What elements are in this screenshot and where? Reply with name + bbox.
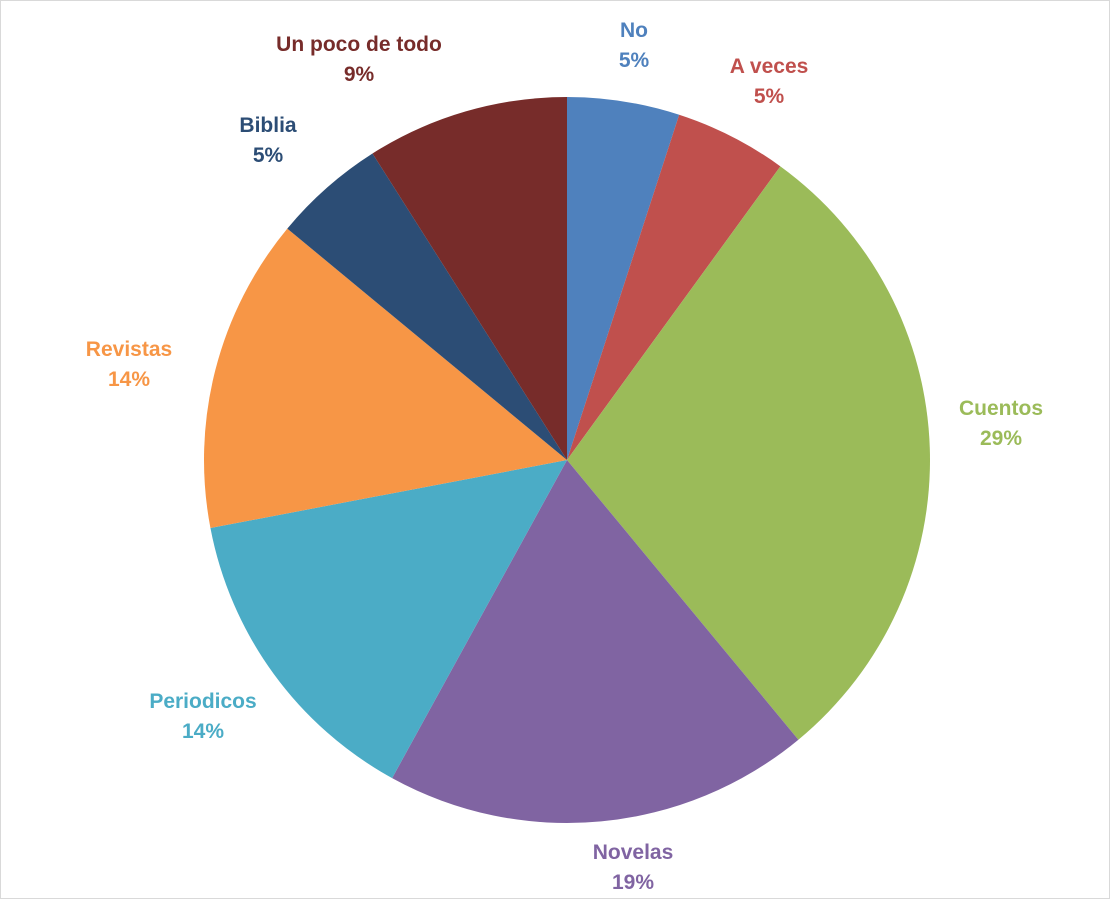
data-label-biblia-value: 5% (253, 144, 284, 167)
data-label-periodicos-name: Periodicos (149, 690, 256, 713)
pie-labels: No 5% A veces 5% Cuentos 29% Novelas 19% Periodi… (86, 19, 1043, 894)
data-label-novelas-value: 19% (612, 871, 654, 894)
data-label-a-veces-name: A veces (730, 55, 809, 78)
data-label-periodicos-value: 14% (182, 720, 224, 743)
slice-a-veces (567, 114, 781, 461)
data-label-revistas-name: Revistas (86, 338, 172, 361)
data-label-cuentos-name: Cuentos (959, 397, 1043, 420)
slice-revistas (204, 228, 567, 529)
data-label-un-poco-de-todo-name: Un poco de todo (276, 33, 442, 56)
slice-periodicos (210, 460, 567, 779)
data-label-a-veces-value: 5% (754, 85, 785, 108)
data-label-revistas-value: 14% (108, 368, 150, 391)
slice-un-poco-de-todo (372, 97, 567, 460)
data-label-biblia-name: Biblia (239, 114, 296, 137)
slice-cuentos (567, 166, 930, 740)
data-label-novelas-name: Novelas (593, 841, 674, 864)
slice-novelas (392, 460, 799, 824)
pie-slices (204, 97, 930, 824)
data-label-no-value: 5% (619, 49, 650, 72)
data-label-cuentos-value: 29% (980, 427, 1022, 450)
data-label-no-name: No (620, 19, 648, 42)
data-label-un-poco-de-todo-value: 9% (344, 63, 375, 86)
slice-biblia (287, 153, 567, 460)
slice-no (567, 97, 680, 460)
